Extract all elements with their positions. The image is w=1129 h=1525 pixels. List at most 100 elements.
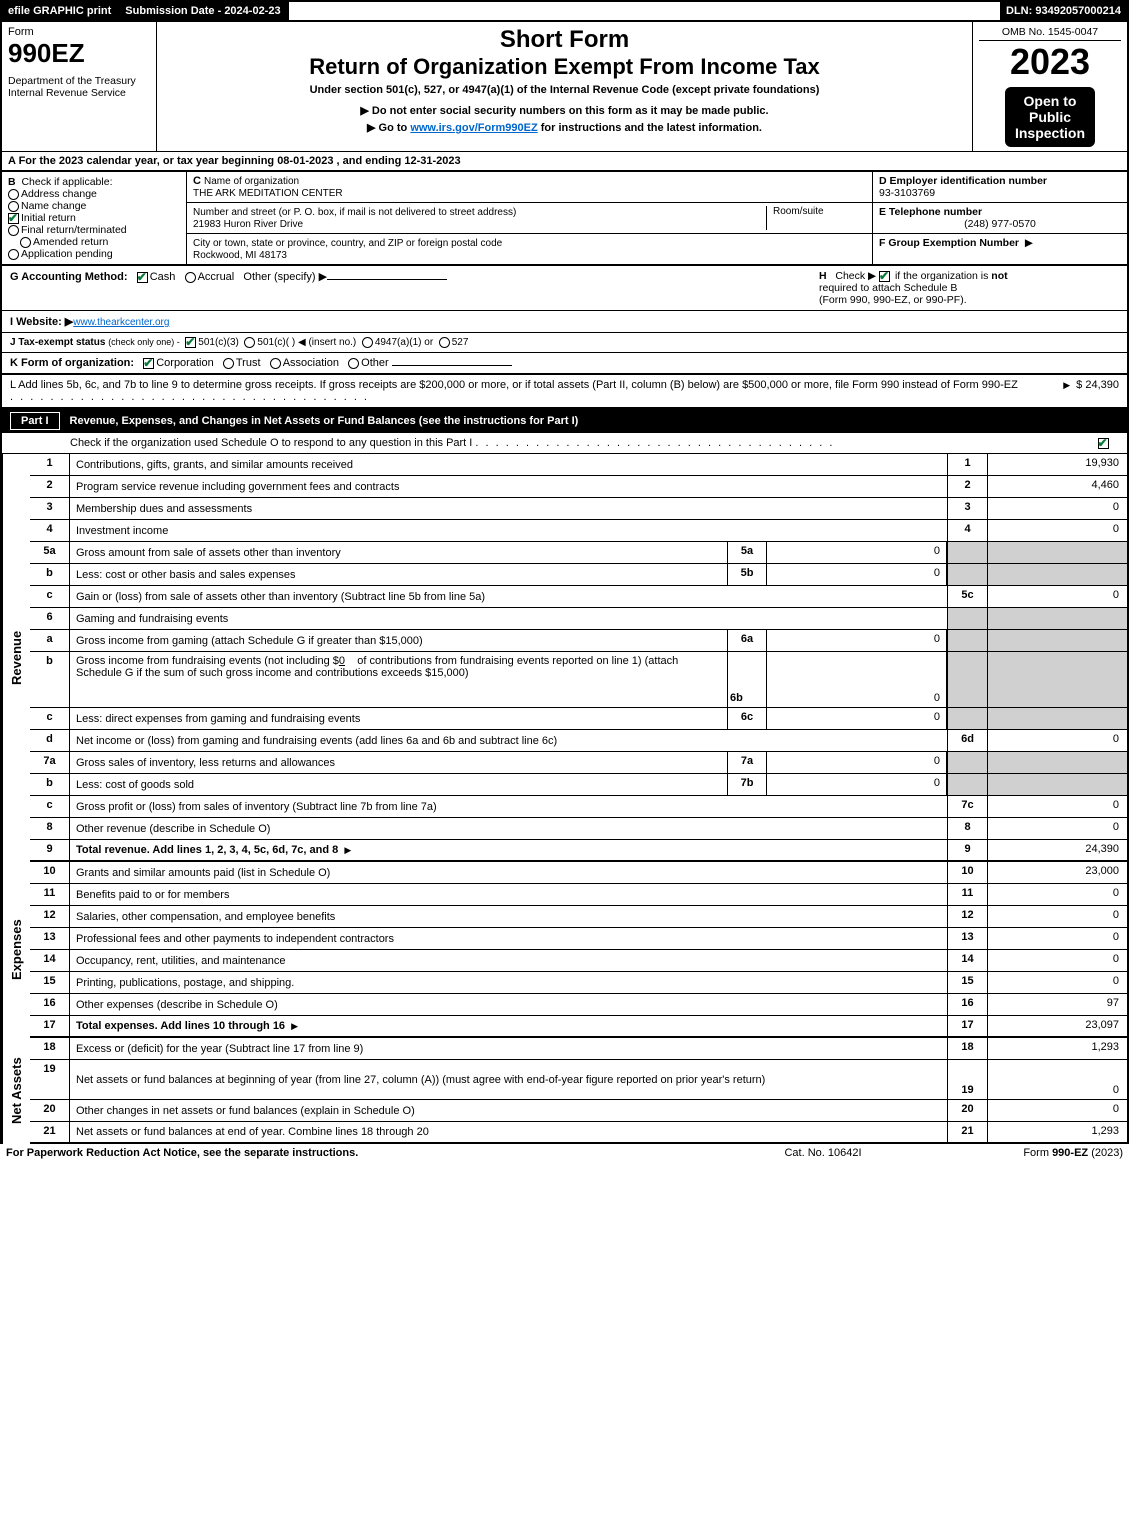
dots-icon bbox=[10, 391, 369, 403]
line-16: 16Other expenses (describe in Schedule O… bbox=[30, 994, 1129, 1016]
checkbox-other-org[interactable] bbox=[348, 358, 359, 369]
line-desc: Membership dues and assessments bbox=[76, 503, 252, 515]
grey-cell bbox=[947, 564, 987, 585]
line-num: b bbox=[30, 564, 70, 585]
line-ref: 8 bbox=[947, 818, 987, 839]
checkbox-schedule-o[interactable] bbox=[1098, 438, 1109, 449]
line-num: a bbox=[30, 630, 70, 651]
efile-print[interactable]: efile GRAPHIC print bbox=[2, 2, 119, 20]
fundraising-zero-input[interactable]: 0 bbox=[339, 655, 345, 667]
line-value: 1,293 bbox=[987, 1038, 1127, 1059]
line-ref: 9 bbox=[947, 840, 987, 860]
line-value: 19,930 bbox=[987, 454, 1127, 475]
arrow-icon: ▶ bbox=[1025, 237, 1033, 249]
line-desc: Gross sales of inventory, less returns a… bbox=[76, 757, 335, 769]
line-value: 0 bbox=[987, 884, 1127, 905]
line-num: 12 bbox=[30, 906, 70, 927]
line-value: 0 bbox=[987, 928, 1127, 949]
group-exemption-label: F Group Exemption Number bbox=[879, 237, 1019, 249]
line-num: 5a bbox=[30, 542, 70, 563]
line-desc: Other revenue (describe in Schedule O) bbox=[76, 823, 270, 835]
note-goto: ▶ Go to www.irs.gov/Form990EZ for instru… bbox=[163, 121, 966, 134]
cell-org-name: C Name of organization THE ARK MEDITATIO… bbox=[187, 172, 872, 203]
line-desc: Gross income from gaming (attach Schedul… bbox=[76, 635, 423, 647]
section-a-tax-year: A For the 2023 calendar year, or tax yea… bbox=[0, 152, 1129, 172]
line-9: 9 Total revenue. Add lines 1, 2, 3, 4, 5… bbox=[30, 840, 1129, 862]
h-label: H bbox=[819, 270, 827, 282]
checkbox-trust[interactable] bbox=[223, 358, 234, 369]
line-desc: Gain or (loss) from sale of assets other… bbox=[76, 591, 485, 603]
line-ref: 10 bbox=[947, 862, 987, 883]
k-label: K Form of organization: bbox=[10, 357, 134, 369]
line-num: 1 bbox=[30, 454, 70, 475]
line-num: 7a bbox=[30, 752, 70, 773]
line-6b: b Gross income from fundraising events (… bbox=[30, 652, 1129, 708]
line-num: 14 bbox=[30, 950, 70, 971]
line-value: 0 bbox=[987, 950, 1127, 971]
checkbox-cash[interactable] bbox=[137, 272, 148, 283]
line-value: 97 bbox=[987, 994, 1127, 1015]
net-assets-section: Net Assets 18Excess or (deficit) for the… bbox=[0, 1038, 1129, 1144]
phone-label: E Telephone number bbox=[879, 206, 982, 218]
checkbox-527[interactable] bbox=[439, 337, 450, 348]
website-link[interactable]: www.thearkcenter.org bbox=[73, 317, 169, 328]
label-name-change: Name change bbox=[21, 200, 86, 212]
line-num: 11 bbox=[30, 884, 70, 905]
other-org-input[interactable] bbox=[392, 365, 512, 366]
checkbox-initial-return[interactable] bbox=[8, 213, 19, 224]
grey-cell bbox=[987, 774, 1127, 795]
cell-ein: D Employer identification number 93-3103… bbox=[873, 172, 1127, 203]
line-ref: 7c bbox=[947, 796, 987, 817]
sub-num: 5b bbox=[727, 564, 767, 585]
grey-cell bbox=[987, 652, 1127, 707]
footer-paperwork-notice: For Paperwork Reduction Act Notice, see … bbox=[6, 1147, 723, 1159]
checkbox-amended[interactable] bbox=[20, 237, 31, 248]
line-ref: 21 bbox=[947, 1122, 987, 1142]
checkbox-4947[interactable] bbox=[362, 337, 373, 348]
checkbox-501c3[interactable] bbox=[185, 337, 196, 348]
line-num: 18 bbox=[30, 1038, 70, 1059]
h-text3: required to attach Schedule B bbox=[819, 282, 957, 294]
checkbox-association[interactable] bbox=[270, 358, 281, 369]
line-17: 17Total expenses. Add lines 10 through 1… bbox=[30, 1016, 1129, 1038]
part-i-header: Part I Revenue, Expenses, and Changes in… bbox=[0, 409, 1129, 433]
line-value: 24,390 bbox=[987, 840, 1127, 860]
line-6c: c Less: direct expenses from gaming and … bbox=[30, 708, 1129, 730]
other-method-input[interactable] bbox=[327, 279, 447, 280]
grey-cell bbox=[947, 630, 987, 651]
h-text4: (Form 990, 990-EZ, or 990-PF). bbox=[819, 294, 967, 306]
row-g-h: G Accounting Method: Cash Accrual Other … bbox=[0, 266, 1129, 311]
checkbox-address-change[interactable] bbox=[8, 189, 19, 200]
line-ref: 12 bbox=[947, 906, 987, 927]
checkbox-app-pending[interactable] bbox=[8, 249, 19, 260]
line-value: 0 bbox=[987, 586, 1127, 607]
line-desc: Gaming and fundraising events bbox=[76, 613, 228, 625]
line-ref: 1 bbox=[947, 454, 987, 475]
h-check-text: Check ▶ bbox=[835, 270, 876, 282]
arrow-icon bbox=[288, 1020, 301, 1032]
label-4947: 4947(a)(1) or bbox=[375, 337, 433, 348]
city-value: Rockwood, MI 48173 bbox=[193, 250, 287, 261]
j-sub: (check only one) - bbox=[108, 337, 180, 347]
line-desc: Gross amount from sale of assets other t… bbox=[76, 547, 341, 559]
sub-num: 5a bbox=[727, 542, 767, 563]
footer-form-pre: Form bbox=[1023, 1147, 1052, 1159]
sub-num: 6a bbox=[727, 630, 767, 651]
line-value: 23,097 bbox=[987, 1016, 1127, 1036]
line-value: 0 bbox=[987, 818, 1127, 839]
line-5c: c Gain or (loss) from sale of assets oth… bbox=[30, 586, 1129, 608]
irs-link[interactable]: www.irs.gov/Form990EZ bbox=[410, 122, 537, 134]
cell-group-exemption: F Group Exemption Number ▶ bbox=[873, 234, 1127, 252]
checkbox-schedule-b[interactable] bbox=[879, 271, 890, 282]
line-desc: Less: cost of goods sold bbox=[76, 779, 194, 791]
line-value: 0 bbox=[987, 796, 1127, 817]
line-num: 8 bbox=[30, 818, 70, 839]
line-ref: 19 bbox=[947, 1060, 987, 1099]
checkbox-accrual[interactable] bbox=[185, 272, 196, 283]
checkbox-501c[interactable] bbox=[244, 337, 255, 348]
checkbox-final-return[interactable] bbox=[8, 225, 19, 236]
arrow-icon bbox=[341, 844, 354, 856]
checkbox-corporation[interactable] bbox=[143, 358, 154, 369]
label-final-return: Final return/terminated bbox=[21, 224, 127, 236]
line-desc: Net income or (loss) from gaming and fun… bbox=[76, 735, 557, 747]
